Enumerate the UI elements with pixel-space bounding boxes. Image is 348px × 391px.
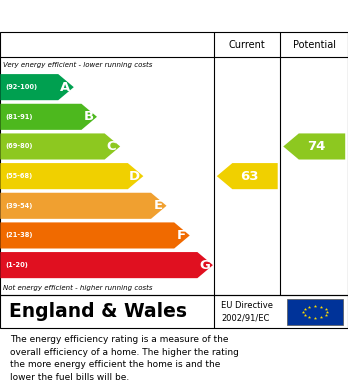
Polygon shape: [0, 74, 74, 100]
Text: (81-91): (81-91): [5, 114, 33, 120]
Text: EU Directive
2002/91/EC: EU Directive 2002/91/EC: [221, 301, 273, 322]
Text: (39-54): (39-54): [5, 203, 33, 209]
Text: (69-80): (69-80): [5, 143, 33, 149]
Text: 63: 63: [240, 170, 259, 183]
Text: The energy efficiency rating is a measure of the
overall efficiency of a home. T: The energy efficiency rating is a measur…: [10, 335, 239, 382]
Bar: [287, 299, 343, 325]
Text: G: G: [199, 258, 210, 272]
Text: D: D: [129, 170, 140, 183]
Text: Potential: Potential: [293, 39, 336, 50]
Text: Current: Current: [229, 39, 266, 50]
Polygon shape: [0, 104, 97, 130]
Polygon shape: [0, 193, 167, 219]
Text: (92-100): (92-100): [5, 84, 37, 90]
Polygon shape: [217, 163, 278, 189]
Polygon shape: [283, 133, 345, 160]
Polygon shape: [0, 133, 120, 160]
Text: (55-68): (55-68): [5, 173, 32, 179]
Text: Not energy efficient - higher running costs: Not energy efficient - higher running co…: [3, 285, 153, 291]
Text: (1-20): (1-20): [5, 262, 28, 268]
Polygon shape: [0, 222, 190, 249]
Text: England & Wales: England & Wales: [9, 302, 187, 321]
Polygon shape: [0, 252, 213, 278]
Text: F: F: [177, 229, 186, 242]
Text: 74: 74: [307, 140, 326, 153]
Text: Energy Efficiency Rating: Energy Efficiency Rating: [9, 9, 211, 23]
Text: A: A: [60, 81, 70, 94]
Text: B: B: [84, 110, 94, 123]
Text: E: E: [153, 199, 163, 212]
Text: (21-38): (21-38): [5, 233, 33, 239]
Polygon shape: [0, 163, 143, 189]
Text: C: C: [107, 140, 117, 153]
Text: Very energy efficient - lower running costs: Very energy efficient - lower running co…: [3, 62, 153, 68]
